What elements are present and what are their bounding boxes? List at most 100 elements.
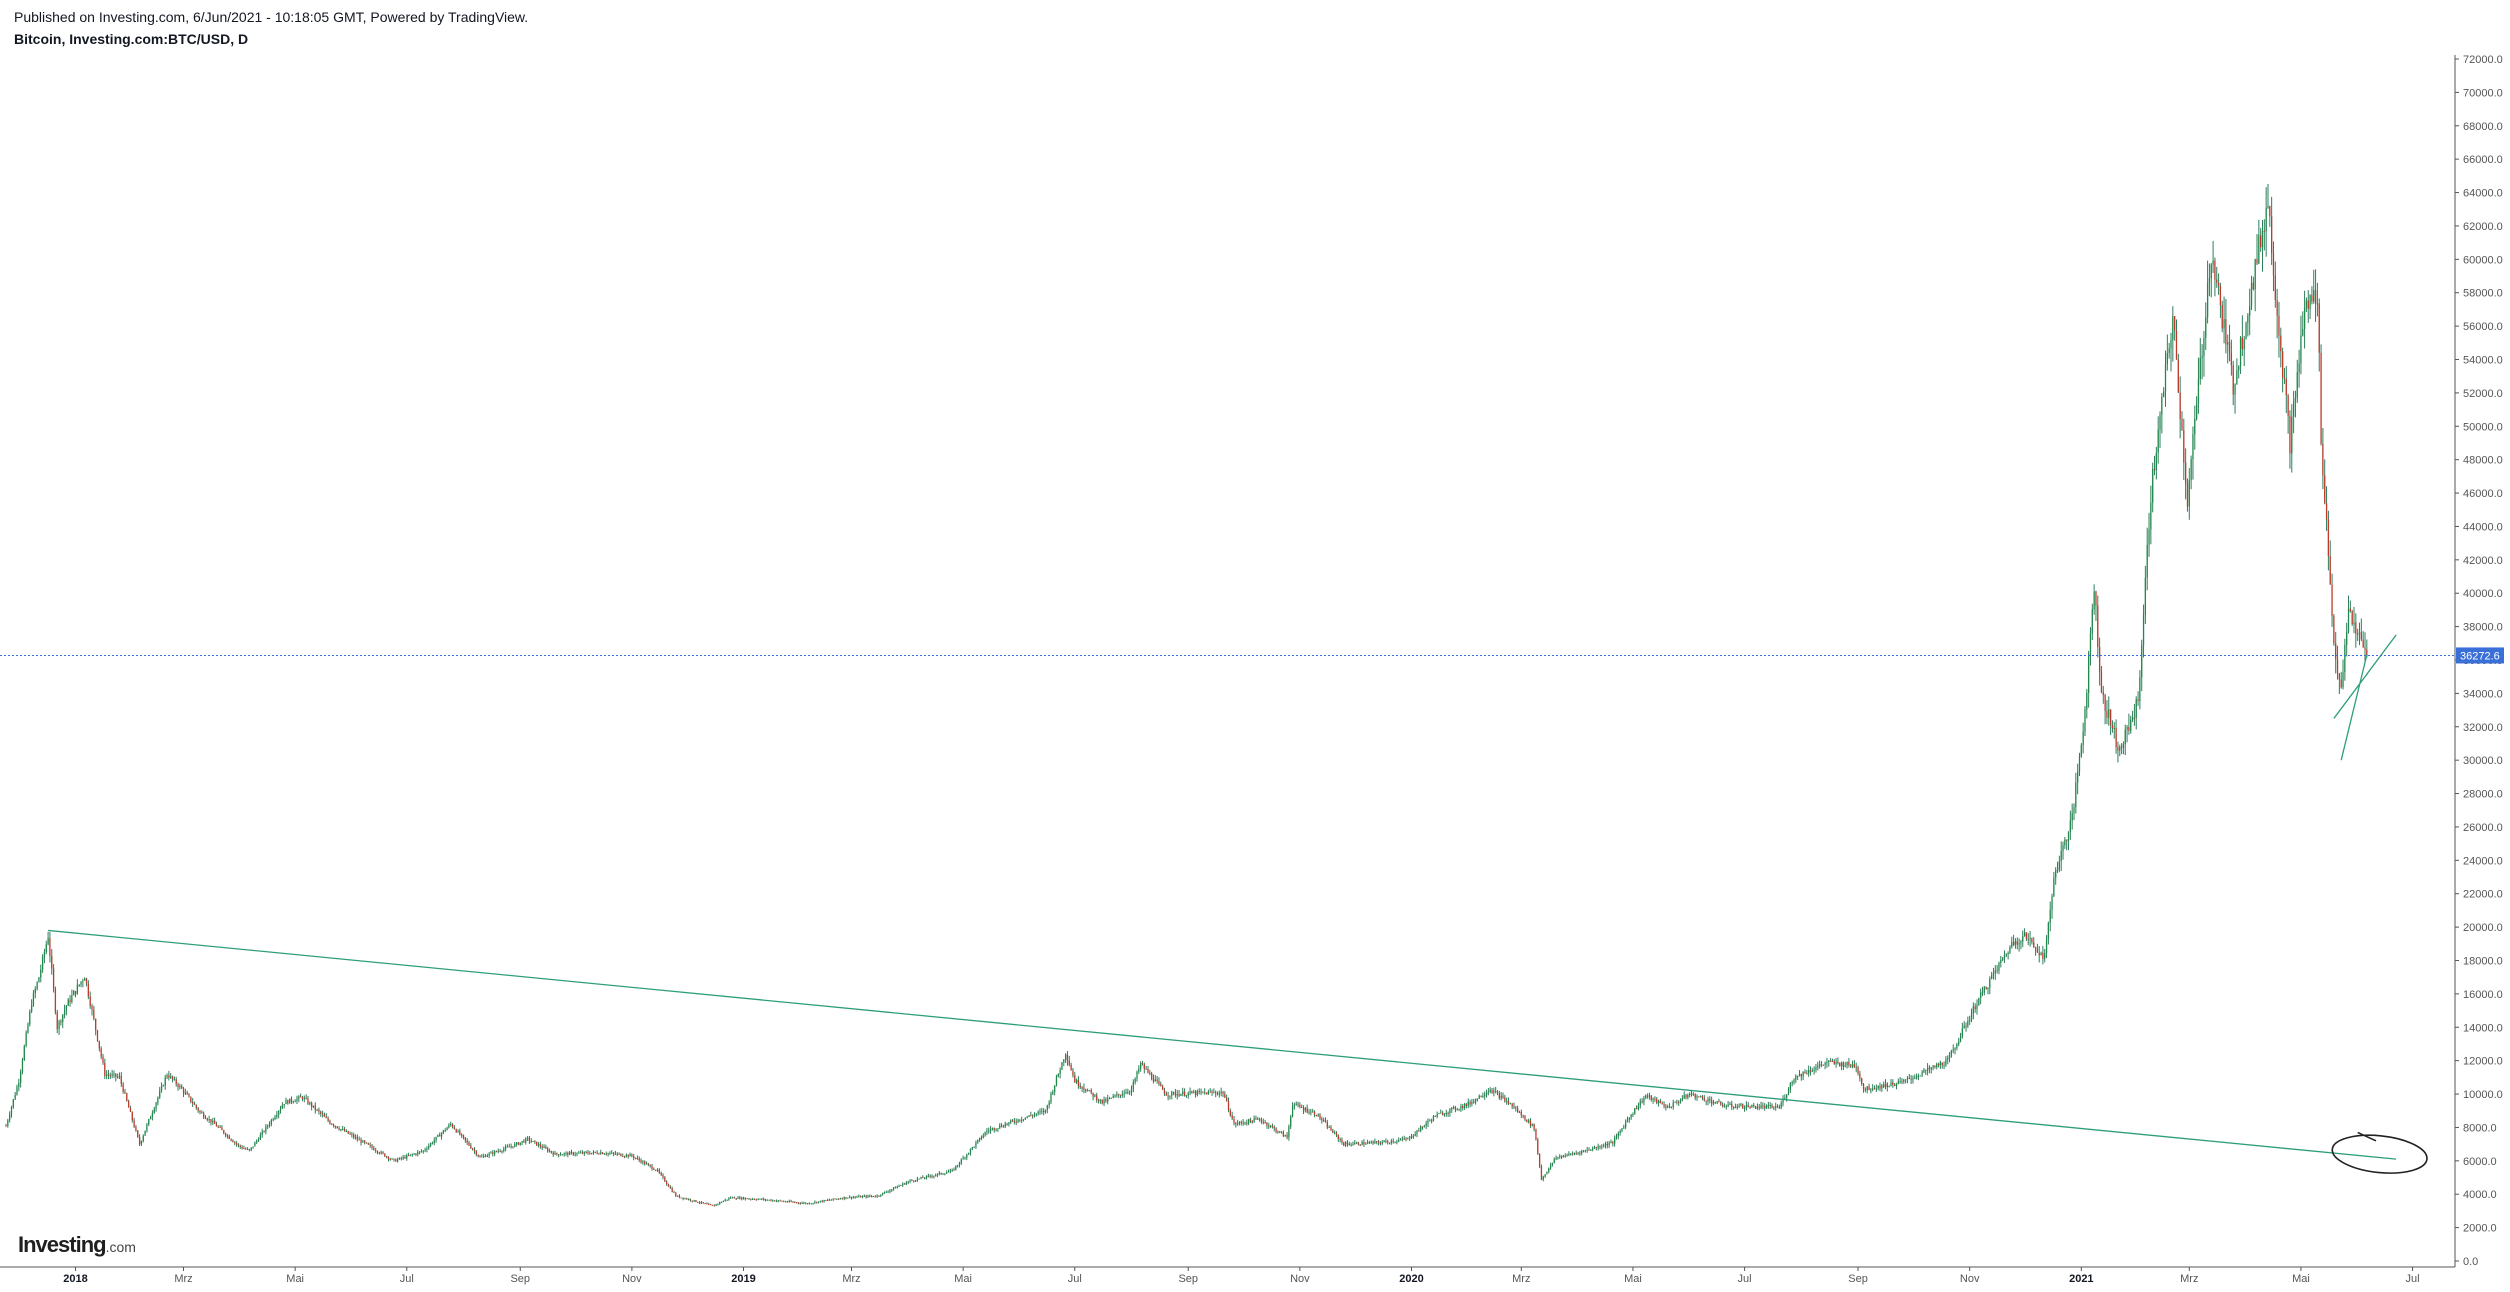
candle-up [969, 1148, 972, 1153]
candle-down [228, 1135, 230, 1139]
candle-up [1906, 1077, 1909, 1080]
candle-up [2292, 401, 2295, 417]
candle-down [1731, 1103, 1733, 1107]
candle-up [1765, 1105, 1768, 1109]
time-axis[interactable]: 2018 Mrz Mai Jul Sep Nov 2019 Mrz Mai Jul Sep Nov 20… [63, 1267, 2420, 1285]
candle-down [517, 1142, 520, 1145]
candle-down [2287, 395, 2289, 416]
candle-up [63, 1010, 66, 1015]
candle-up [1632, 1113, 1634, 1115]
candle-up [316, 1109, 318, 1111]
candle-down [993, 1128, 995, 1130]
candle-up [1590, 1149, 1592, 1151]
candle-down [2221, 305, 2223, 329]
candle-up [16, 1086, 18, 1095]
candle-up [1456, 1109, 1458, 1111]
candle-down [671, 1188, 673, 1192]
candle-up [759, 1198, 761, 1200]
candle-up [424, 1149, 426, 1151]
candle-up [1945, 1059, 1947, 1065]
candle-down [805, 1202, 807, 1204]
candle-down [1240, 1121, 1242, 1123]
candle-up [1601, 1146, 1603, 1148]
candle-down [230, 1138, 232, 1141]
x-tick-label: Jul [1738, 1273, 1752, 1285]
candle-up [1888, 1085, 1890, 1088]
candle-up [1577, 1152, 1579, 1154]
y-tick-label: 60000.0 [2463, 254, 2503, 266]
candle-down [1000, 1125, 1003, 1127]
candle-down [2217, 282, 2220, 286]
candle-up [830, 1199, 833, 1201]
candle-down [1315, 1115, 1317, 1117]
candle-down [1934, 1065, 1936, 1068]
price-axis[interactable]: 0.0 2000.0 4000.0 6000.0 8000.0 10000.0 12000.… [2455, 54, 2503, 1268]
candle-up [10, 1106, 13, 1115]
candle-up [9, 1114, 11, 1121]
candle-up [2212, 260, 2214, 265]
candle-up [847, 1197, 849, 1199]
candle-down [384, 1153, 386, 1157]
candle-down [1685, 1095, 1687, 1098]
candle-down [1343, 1142, 1345, 1146]
candle-up [36, 982, 38, 989]
candle-down [1822, 1064, 1824, 1066]
x-tick-label: Jul [400, 1273, 414, 1285]
candle-up [856, 1196, 858, 1198]
candle-up [82, 980, 84, 982]
candle-up [717, 1203, 719, 1205]
candle-down [794, 1201, 796, 1203]
candle-down [631, 1154, 633, 1156]
candle-down [1233, 1118, 1235, 1123]
candle-up [2357, 633, 2359, 635]
candle-down [1339, 1139, 1341, 1141]
candle-up [554, 1152, 556, 1155]
candle-down [5, 1125, 7, 1127]
candle-up [1185, 1095, 1188, 1097]
candle-down [1326, 1122, 1328, 1128]
candle-down [102, 1056, 104, 1063]
candle-up [2302, 329, 2304, 336]
candle-up [1509, 1103, 1511, 1105]
candle-down [911, 1180, 913, 1182]
candle-up [73, 991, 75, 996]
candle-down [1268, 1125, 1270, 1127]
candle-up [1939, 1062, 1942, 1066]
candle-down [1172, 1091, 1175, 1093]
candle-up [1350, 1144, 1352, 1146]
candle-up [1138, 1068, 1140, 1072]
candle-up [1531, 1123, 1533, 1126]
candle-down [1030, 1115, 1032, 1117]
candle-up [905, 1182, 908, 1185]
candle-down [2181, 419, 2183, 431]
candle-up [995, 1129, 997, 1131]
candle-up [1290, 1116, 1292, 1127]
candle-down [797, 1202, 800, 1204]
candle-up [1399, 1139, 1402, 1141]
candle-down [587, 1152, 589, 1154]
candle-up [1915, 1075, 1918, 1078]
candle-down [2128, 727, 2130, 731]
candle-up [1818, 1064, 1821, 1067]
candle-up [1237, 1123, 1239, 1125]
candle-down [1264, 1121, 1266, 1123]
candle-up [208, 1119, 210, 1121]
candle-up [1630, 1114, 1632, 1118]
candle-down [640, 1160, 642, 1163]
x-tick-label: Nov [622, 1273, 642, 1285]
candle-up [148, 1119, 150, 1125]
candle-up [435, 1136, 437, 1141]
candle-down [735, 1198, 737, 1200]
candle-down [1762, 1105, 1764, 1107]
candle-down [186, 1092, 188, 1095]
candle-down [1612, 1141, 1614, 1144]
candle-down [2271, 216, 2273, 254]
candle-down [1701, 1096, 1704, 1099]
candle-down [1848, 1061, 1850, 1065]
candle-up [1959, 1037, 1962, 1042]
candle-down [1855, 1067, 1857, 1069]
candle-up [836, 1198, 838, 1200]
candle-up [1204, 1092, 1206, 1094]
candle-up [1112, 1096, 1114, 1098]
